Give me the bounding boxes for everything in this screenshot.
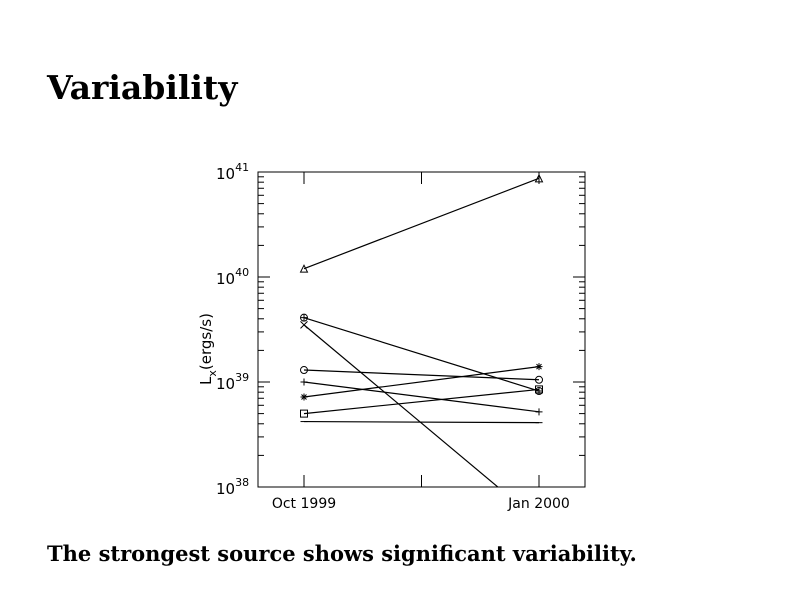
marker-plus	[535, 408, 543, 416]
series-plus	[300, 378, 543, 416]
marker-star	[300, 393, 308, 401]
slide-caption: The strongest source shows significant v…	[47, 541, 637, 566]
marker-square	[535, 385, 543, 394]
plot-frame	[257, 171, 586, 488]
marker-x	[300, 321, 308, 329]
series-square	[300, 385, 543, 418]
series-line	[303, 388, 540, 415]
marker-triangle	[299, 264, 309, 273]
y-tick-label: 1039	[216, 371, 249, 393]
marker-circle-plus	[300, 314, 308, 322]
series-line	[303, 317, 540, 392]
series-triangle	[299, 173, 544, 273]
x-tick-label: Jan 2000	[507, 496, 570, 512]
marker-star	[535, 363, 543, 371]
series-star	[300, 363, 543, 401]
y-tick-label: 1041	[216, 161, 249, 183]
series-x	[300, 321, 499, 487]
y-tick-label: 1038	[216, 476, 249, 498]
marker-triangle	[534, 173, 544, 183]
marker-circle	[300, 366, 308, 375]
x-tick-label: Oct 1999	[272, 496, 336, 512]
marker-plus	[300, 378, 308, 386]
series-line	[303, 177, 540, 270]
series-circle	[300, 366, 543, 384]
series-circle-plus	[300, 313, 543, 396]
y-tick-label: 1040	[216, 266, 249, 288]
series-line	[303, 381, 540, 413]
y-axis-label: Lx(ergs/s)	[197, 313, 219, 385]
series-line	[303, 324, 499, 487]
slide-title: Variability	[47, 68, 238, 107]
series-dash	[300, 420, 543, 424]
series-line	[303, 369, 540, 381]
marker-circle	[535, 375, 543, 384]
series-line	[303, 420, 540, 424]
series-line	[303, 366, 540, 398]
marker-square	[300, 409, 308, 418]
